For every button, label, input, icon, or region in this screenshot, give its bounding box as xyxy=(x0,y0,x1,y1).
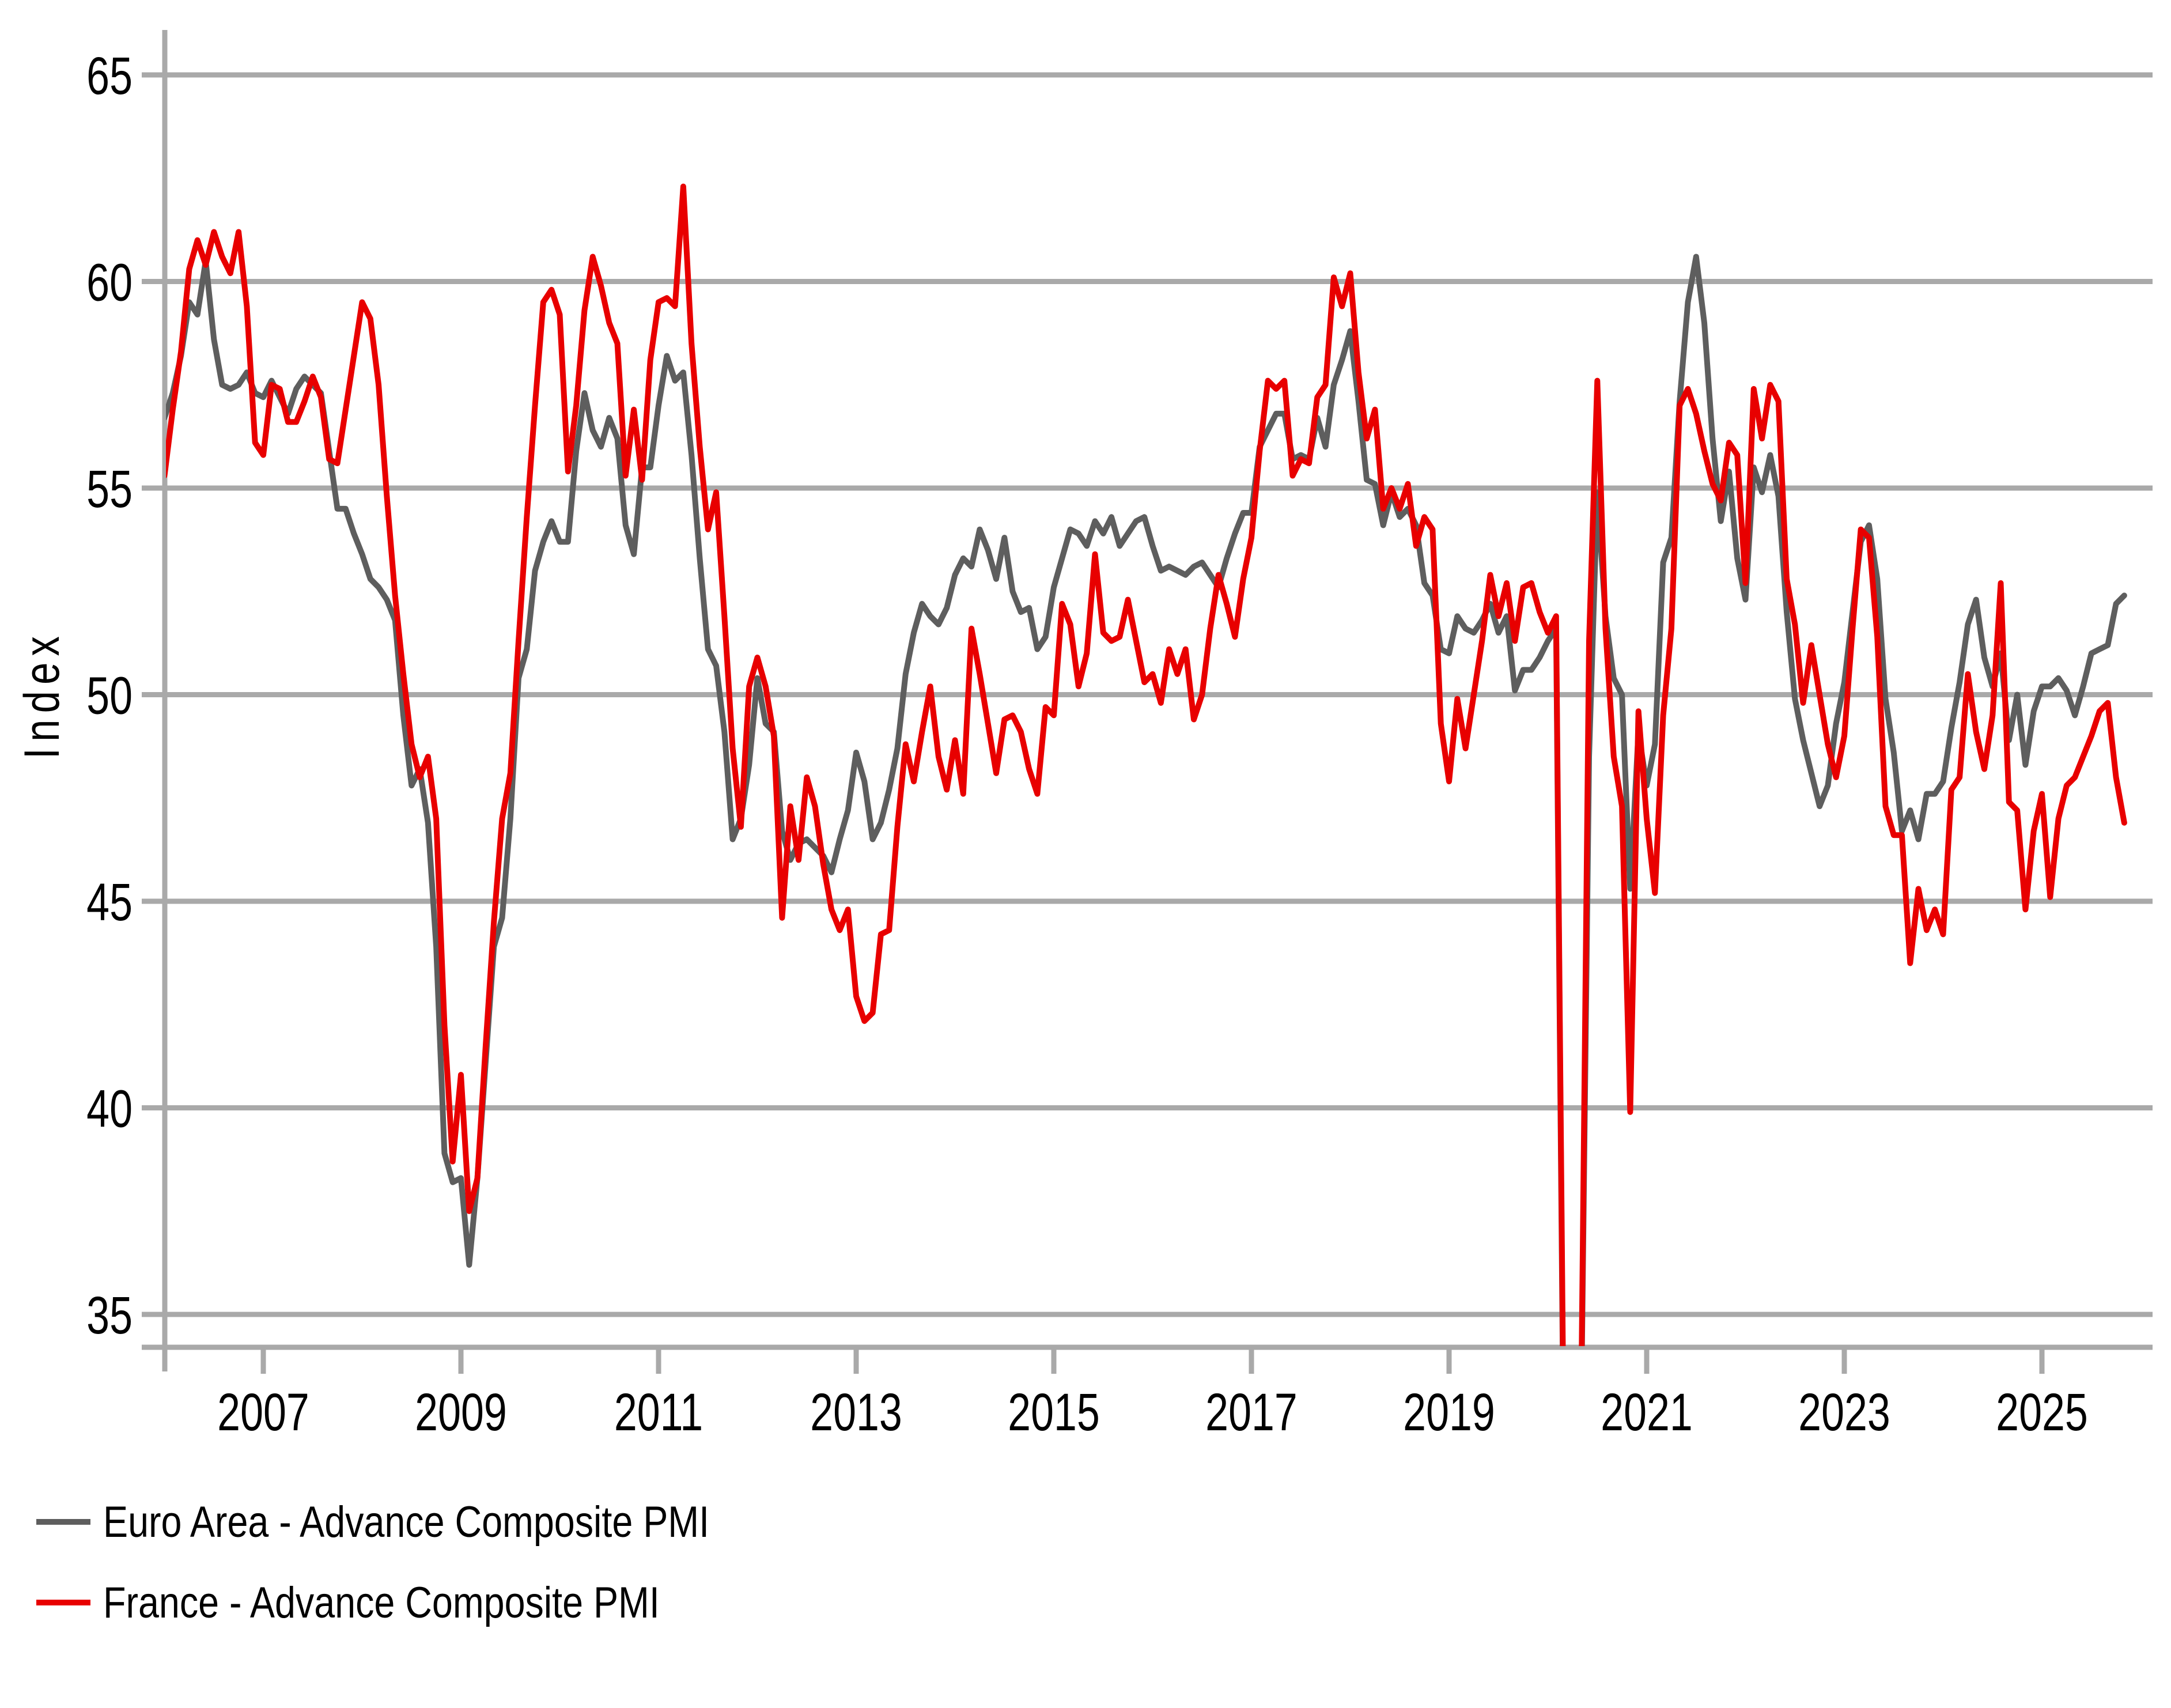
y-axis-title: Index xyxy=(14,630,70,759)
plot-area: 35 40 45 50 55 60 65 2007 2009 2011 2013 2015 2017 20… xyxy=(14,30,2153,1442)
series-lines xyxy=(166,183,2127,1346)
y-tick-label-60: 60 xyxy=(86,253,133,312)
legend-item-euro-area: Euro Area - Advance Composite PMI xyxy=(36,1496,816,1548)
legend-label-france: France - Advance Composite PMI xyxy=(103,1578,660,1627)
euro-area-line-swatch xyxy=(36,1519,90,1525)
y-tick-label-45: 45 xyxy=(86,872,133,932)
axes xyxy=(142,30,2153,1374)
x-tick-label-2013: 2013 xyxy=(810,1382,902,1442)
y-tick-label-50: 50 xyxy=(86,666,133,725)
legend-item-france: France - Advance Composite PMI xyxy=(36,1577,816,1628)
x-tick-label-2021: 2021 xyxy=(1601,1382,1693,1442)
x-tick-label-2019: 2019 xyxy=(1403,1382,1495,1442)
y-tick-label-55: 55 xyxy=(86,459,133,519)
legend: Euro Area - Advance Composite PMI France… xyxy=(36,1496,816,1628)
y-tick-label-35: 35 xyxy=(86,1286,133,1345)
x-tick-label-2011: 2011 xyxy=(614,1382,703,1442)
france-line-swatch xyxy=(36,1600,90,1605)
x-tick-label-2025: 2025 xyxy=(1996,1382,2088,1442)
series-line-france xyxy=(166,183,2127,1346)
y-tick-label-65: 65 xyxy=(86,46,133,105)
x-tick-label-2017: 2017 xyxy=(1205,1382,1298,1442)
legend-label-euro-area: Euro Area - Advance Composite PMI xyxy=(103,1497,710,1547)
y-tick-label-40: 40 xyxy=(86,1079,133,1139)
x-tick-label-2007: 2007 xyxy=(217,1382,309,1442)
x-tick-label-2009: 2009 xyxy=(415,1382,507,1442)
x-tick-label-2023: 2023 xyxy=(1798,1382,1890,1442)
gridlines xyxy=(142,72,2153,1317)
x-tick-label-2015: 2015 xyxy=(1008,1382,1100,1442)
axis-labels: 35 40 45 50 55 60 65 2007 2009 2011 2013 2015 2017 20… xyxy=(86,46,2088,1442)
